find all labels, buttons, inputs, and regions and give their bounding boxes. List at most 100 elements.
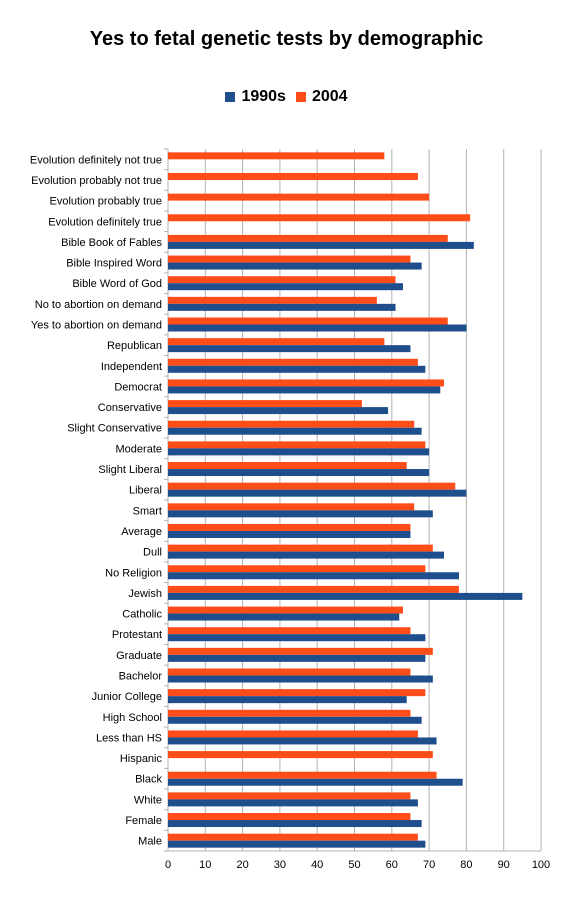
bar-1990s [168, 551, 445, 559]
bar-1990s [168, 820, 422, 828]
bar-2004 [168, 813, 411, 821]
category-label: No Religion [105, 567, 162, 579]
bar-2004 [168, 193, 430, 201]
bar-2004 [168, 523, 411, 531]
category-label: Democrat [114, 381, 162, 393]
category-label: Independent [101, 361, 162, 373]
bar-1990s [168, 489, 467, 497]
bar-1990s [168, 675, 433, 683]
category-label: Bible Book of Fables [61, 237, 162, 249]
category-label: Graduate [116, 650, 162, 662]
bar-1990s [168, 737, 437, 745]
bar-2004 [168, 296, 377, 304]
legend-label-1990s: 1990s [241, 88, 286, 105]
x-tick-label-40: 40 [311, 859, 323, 871]
category-label: Liberal [129, 485, 162, 497]
category-label: Evolution definitely not true [30, 154, 162, 166]
bar-1990s [168, 716, 422, 724]
x-tick-label-50: 50 [348, 859, 360, 871]
bar-1990s [168, 262, 422, 270]
category-label: No to abortion on demand [35, 299, 162, 311]
category-label: Bachelor [119, 671, 163, 683]
category-label: Evolution definitely true [48, 216, 162, 228]
bar-1990s [168, 572, 459, 580]
category-label: Average [121, 526, 162, 538]
bar-1990s [168, 592, 523, 600]
x-tick-label-70: 70 [423, 859, 435, 871]
bar-2004 [168, 647, 433, 655]
bar-2004 [168, 771, 437, 779]
x-tick-label-20: 20 [236, 859, 248, 871]
bar-2004 [168, 709, 411, 717]
bar-2004 [168, 338, 385, 346]
category-label: Bible Word of God [72, 278, 162, 290]
bar-2004 [168, 668, 411, 676]
bar-1990s [168, 696, 407, 704]
bar-1990s [168, 510, 433, 518]
category-label: Bible Inspired Word [66, 258, 162, 270]
bar-2004 [168, 565, 426, 573]
bar-1990s [168, 799, 418, 807]
bar-2004 [168, 358, 418, 366]
category-label: Less than HS [96, 732, 162, 744]
bar-2004 [168, 214, 471, 222]
bar-2004 [168, 544, 433, 552]
bar-1990s [168, 840, 426, 848]
category-label: Evolution probably true [49, 196, 162, 208]
legend: 1990s 2004 [0, 88, 573, 106]
category-label: High School [103, 712, 162, 724]
category-label: Jewish [128, 588, 162, 600]
x-tick-label-90: 90 [498, 859, 510, 871]
bar-1990s [168, 613, 400, 621]
category-label: Yes to abortion on demand [31, 320, 162, 332]
bar-1990s [168, 530, 411, 538]
bar-2004 [168, 379, 445, 387]
chart-title: Yes to fetal genetic tests by demographi… [89, 28, 484, 50]
bar-1990s [168, 386, 441, 394]
category-label: Moderate [116, 443, 162, 455]
x-tick-label-10: 10 [199, 859, 211, 871]
legend-label-2004: 2004 [311, 88, 348, 105]
bar-1990s [168, 283, 403, 291]
bar-1990s [168, 345, 411, 353]
bar-1990s [168, 654, 426, 662]
bar-2004 [168, 606, 403, 614]
bar-2004 [168, 585, 459, 593]
bar-2004 [168, 833, 418, 841]
category-label: Black [135, 774, 162, 786]
category-label: Republican [107, 340, 162, 352]
category-label: Hispanic [120, 753, 163, 765]
bar-2004 [168, 462, 407, 470]
bar-1990s [168, 241, 474, 249]
category-label: Male [138, 836, 162, 848]
category-label: Conservative [98, 402, 162, 414]
category-label: Evolution probably not true [31, 175, 162, 187]
bar-2004 [168, 627, 411, 635]
bar-2004 [168, 689, 426, 697]
category-label: Slight Liberal [98, 464, 162, 476]
category-label: Dull [143, 547, 162, 559]
category-label: Protestant [112, 629, 162, 641]
bar-1990s [168, 469, 430, 477]
bar-1990s [168, 448, 430, 456]
bar-1990s [168, 365, 426, 373]
bar-2004 [168, 255, 411, 263]
bar-2004 [168, 792, 411, 800]
legend-item-1990s: 1990s [225, 88, 286, 106]
bar-2004 [168, 482, 456, 490]
category-label: Slight Conservative [67, 423, 162, 435]
x-tick-label-100: 100 [532, 859, 550, 871]
bar-2004 [168, 400, 362, 408]
bar-2004 [168, 503, 415, 511]
x-tick-label-30: 30 [274, 859, 286, 871]
x-tick-label-0: 0 [165, 859, 171, 871]
category-label: Female [125, 815, 162, 827]
bar-2004 [168, 276, 396, 284]
bar-1990s [168, 778, 463, 786]
bar-2004 [168, 730, 418, 738]
x-tick-label-80: 80 [460, 859, 472, 871]
legend-item-2004: 2004 [295, 88, 348, 106]
bar-2004 [168, 317, 448, 325]
category-label: Junior College [92, 691, 162, 703]
